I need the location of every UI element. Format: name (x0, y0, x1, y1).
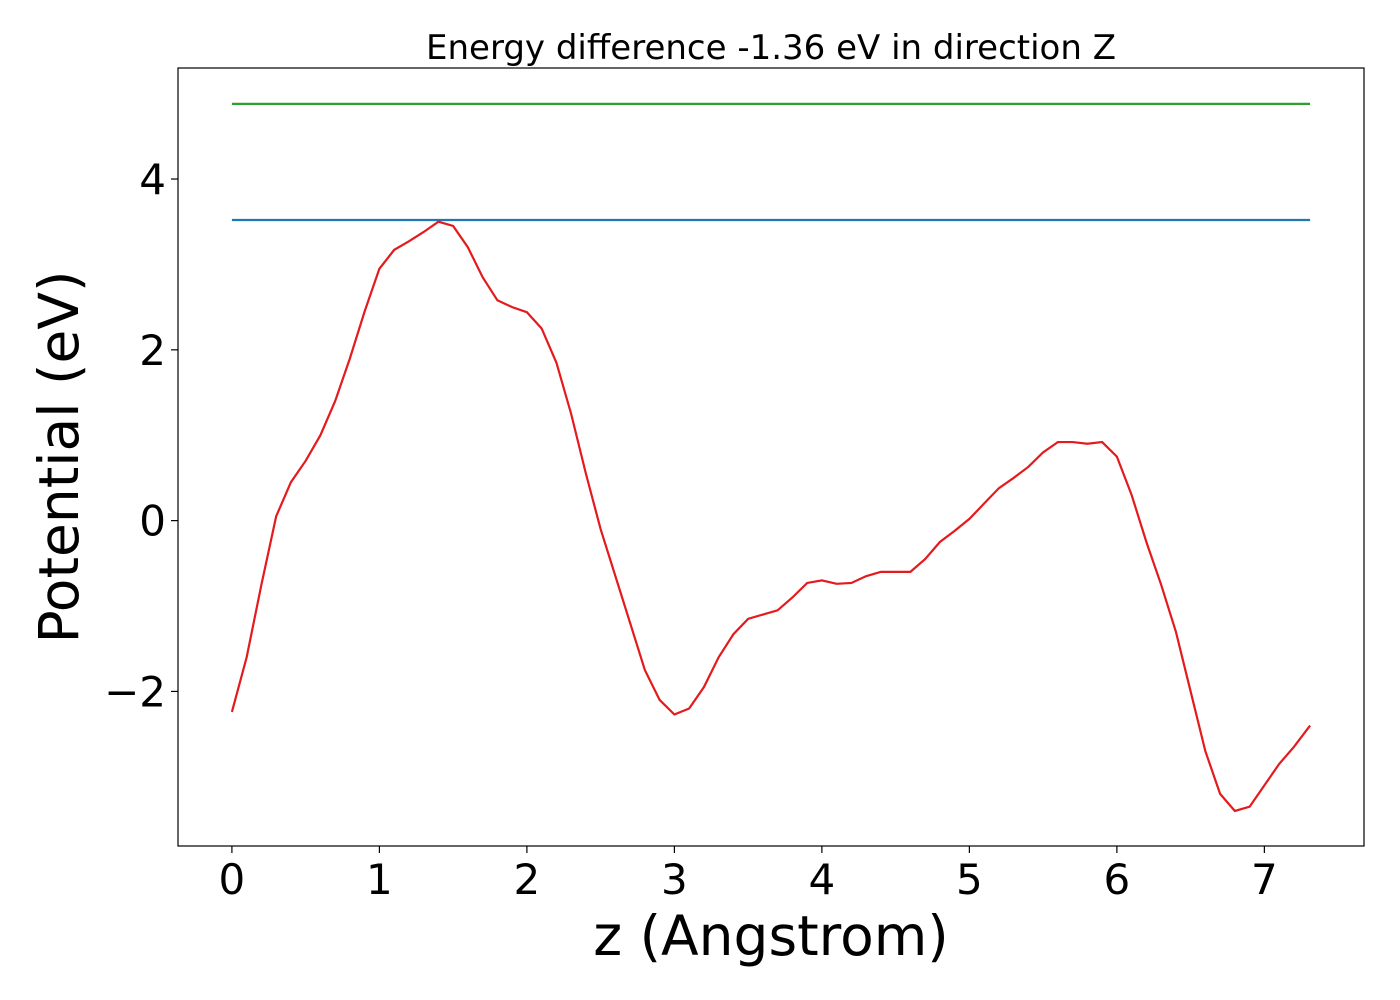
x-tick-label: 0 (219, 855, 246, 904)
y-tick-label: 0 (139, 497, 166, 546)
y-axis-label: Potential (eV) (27, 271, 91, 644)
chart-title: Energy difference -1.36 eV in direction … (426, 28, 1116, 68)
x-axis-label: z (Angstrom) (593, 904, 949, 968)
x-tick-label: 7 (1251, 855, 1278, 904)
y-tick-label: 2 (139, 326, 166, 375)
line-series (230, 220, 1311, 813)
x-tick-label: 3 (661, 855, 688, 904)
x-tick-label: 6 (1104, 855, 1131, 904)
x-tick-label: 4 (809, 855, 836, 904)
x-tick-label: 5 (956, 855, 983, 904)
y-tick-label: −2 (104, 667, 166, 716)
plot-frame (177, 67, 1365, 847)
y-tick-label: 4 (139, 155, 166, 204)
x-tick-label: 1 (366, 855, 393, 904)
x-tick-label: 2 (514, 855, 541, 904)
